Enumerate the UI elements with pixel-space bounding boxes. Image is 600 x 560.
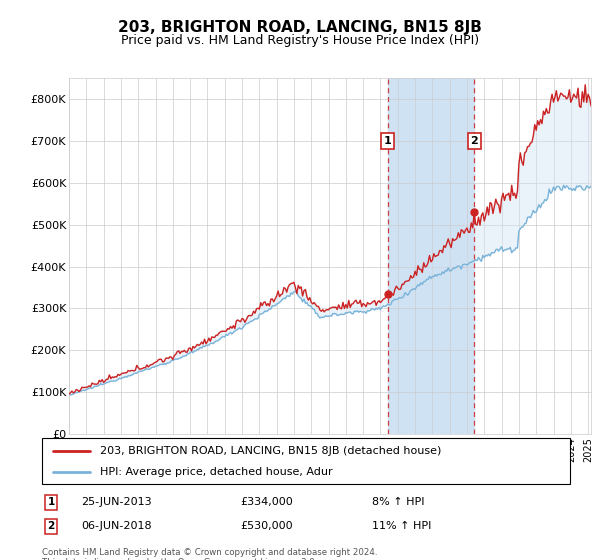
- Text: 203, BRIGHTON ROAD, LANCING, BN15 8JB: 203, BRIGHTON ROAD, LANCING, BN15 8JB: [118, 20, 482, 35]
- Text: HPI: Average price, detached house, Adur: HPI: Average price, detached house, Adur: [100, 466, 333, 477]
- Text: £530,000: £530,000: [240, 521, 293, 531]
- Text: 8% ↑ HPI: 8% ↑ HPI: [372, 497, 425, 507]
- Text: 203, BRIGHTON ROAD, LANCING, BN15 8JB (detached house): 203, BRIGHTON ROAD, LANCING, BN15 8JB (d…: [100, 446, 442, 456]
- Text: 06-JUN-2018: 06-JUN-2018: [81, 521, 152, 531]
- Text: 1: 1: [47, 497, 55, 507]
- Text: 11% ↑ HPI: 11% ↑ HPI: [372, 521, 431, 531]
- Text: Contains HM Land Registry data © Crown copyright and database right 2024.
This d: Contains HM Land Registry data © Crown c…: [42, 548, 377, 560]
- Text: 25-JUN-2013: 25-JUN-2013: [81, 497, 152, 507]
- Text: 2: 2: [47, 521, 55, 531]
- FancyBboxPatch shape: [42, 438, 570, 484]
- Text: Price paid vs. HM Land Registry's House Price Index (HPI): Price paid vs. HM Land Registry's House …: [121, 34, 479, 46]
- Text: 2: 2: [470, 136, 478, 146]
- Text: £334,000: £334,000: [240, 497, 293, 507]
- Text: 1: 1: [384, 136, 392, 146]
- Bar: [388, 78, 474, 434]
